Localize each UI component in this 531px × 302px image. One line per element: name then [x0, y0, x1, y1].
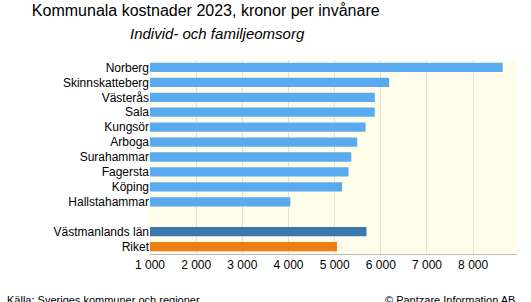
svg-text:Kommunala kostnader 2023, kron: Kommunala kostnader 2023, kronor per inv… — [32, 2, 380, 19]
svg-text:Västmanlands län: Västmanlands län — [54, 225, 149, 239]
svg-text:Riket: Riket — [122, 240, 150, 254]
svg-text:© Pantzare Information AB: © Pantzare Information AB — [385, 294, 515, 302]
svg-text:Hallstahammar: Hallstahammar — [68, 195, 149, 209]
svg-text:Norberg: Norberg — [106, 61, 149, 75]
svg-text:Källa: Sveriges kommuner och r: Källa: Sveriges kommuner och regioner — [7, 294, 200, 302]
svg-text:2 000: 2 000 — [181, 258, 211, 272]
svg-text:Skinnskatteberg: Skinnskatteberg — [63, 76, 149, 90]
svg-text:3 000: 3 000 — [227, 258, 257, 272]
svg-text:7 000: 7 000 — [412, 258, 442, 272]
svg-text:Västerås: Västerås — [102, 91, 149, 105]
svg-text:Surahammar: Surahammar — [80, 150, 149, 164]
svg-text:1 000: 1 000 — [135, 258, 165, 272]
svg-text:5 000: 5 000 — [320, 258, 350, 272]
svg-text:Arboga: Arboga — [110, 135, 149, 149]
svg-text:Köping: Köping — [112, 180, 149, 194]
svg-text:8 000: 8 000 — [458, 258, 488, 272]
svg-text:4 000: 4 000 — [273, 258, 303, 272]
svg-text:Fagersta: Fagersta — [102, 165, 150, 179]
svg-text:6 000: 6 000 — [366, 258, 396, 272]
svg-text:Sala: Sala — [125, 105, 149, 119]
svg-text:Individ- och familjeomsorg: Individ- och familjeomsorg — [130, 25, 305, 42]
svg-text:Kungsör: Kungsör — [104, 120, 149, 134]
